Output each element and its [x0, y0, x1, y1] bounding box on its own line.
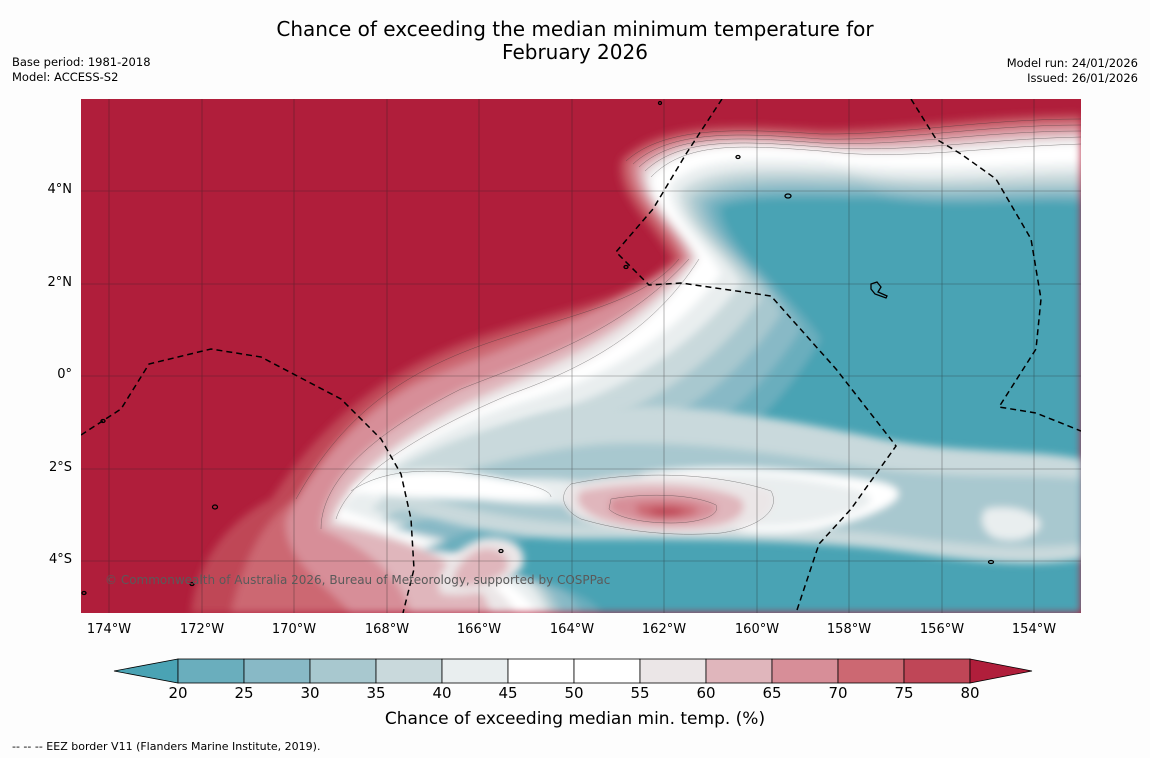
lat-label: 4°N [47, 182, 73, 197]
islands [81, 100, 995, 596]
lon-label: 156°W [919, 622, 965, 637]
lat-label: 2°S [48, 460, 72, 475]
colorbar-label: Chance of exceeding median min. temp. (%… [384, 709, 766, 729]
colorbar-tick: 70 [828, 684, 848, 702]
colorbar-segment [243, 658, 311, 684]
colorbar-tick: 25 [234, 684, 254, 702]
model-name: Model: ACCESS-S2 [12, 70, 119, 84]
lat-label: 0° [57, 367, 72, 382]
lon-label: 174°W [86, 622, 132, 637]
colorbar-tick: 20 [168, 684, 188, 702]
eez-legend: -- -- -- EEZ border V11 (Flanders Marine… [12, 740, 321, 753]
colorbar-segment [903, 658, 971, 684]
lon-label: 162°W [641, 622, 687, 637]
colorbar-tick: 40 [432, 684, 452, 702]
colorbar-segment [177, 658, 245, 684]
colorbar-segment [771, 658, 839, 684]
model-run: Model run: 24/01/2026 [1006, 56, 1138, 70]
map-title: Chance of exceeding the median minimum t… [0, 18, 1150, 64]
lat-label: 4°S [48, 552, 72, 567]
colorbar-tick: 45 [498, 684, 518, 702]
lon-label: 168°W [364, 622, 410, 637]
colorbar-tick: 65 [762, 684, 782, 702]
forecast-map [81, 99, 1081, 613]
lon-label: 172°W [179, 622, 225, 637]
graticule [81, 99, 1081, 613]
colorbar-segment [837, 658, 905, 684]
colorbar-tick: 50 [564, 684, 584, 702]
colorbar-segment [705, 658, 773, 684]
meta-left: Base period: 1981-2018 Model: ACCESS-S2 [12, 55, 151, 85]
colorbar-tick: 35 [366, 684, 386, 702]
colorbar-segment [639, 658, 707, 684]
colorbar [113, 658, 1033, 684]
equatorial-band [351, 406, 1081, 596]
colorbar-segment [573, 658, 641, 684]
colorbar-segment [507, 658, 575, 684]
meta-right: Model run: 24/01/2026 Issued: 26/01/2026 [1007, 56, 1138, 86]
lon-label: 164°W [549, 622, 595, 637]
colorbar-segment [375, 658, 443, 684]
title-line-1: Chance of exceeding the median minimum t… [276, 17, 874, 41]
colorbar-segment [441, 658, 509, 684]
lat-label: 2°N [47, 275, 73, 290]
contour-lines [295, 118, 1081, 535]
colorbar-segment [969, 658, 1033, 684]
colorbar-tick: 55 [630, 684, 650, 702]
lon-label: 170°W [271, 622, 317, 637]
copyright-notice: © Commonwealth of Australia 2026, Bureau… [105, 573, 611, 587]
colorbar-tick: 30 [300, 684, 320, 702]
colorbar-segment [113, 658, 179, 684]
issued-date: Issued: 26/01/2026 [1027, 71, 1138, 85]
title-line-2: February 2026 [502, 40, 648, 64]
lon-label: 158°W [826, 622, 872, 637]
lon-label: 160°W [734, 622, 780, 637]
eez-borders [81, 99, 1081, 613]
colorbar-tick: 75 [894, 684, 914, 702]
colorbar-segment [309, 658, 377, 684]
colorbar-tick: 80 [960, 684, 980, 702]
lon-label: 154°W [1011, 622, 1057, 637]
lon-label: 166°W [456, 622, 502, 637]
base-period: Base period: 1981-2018 [12, 55, 151, 69]
colorbar-tick: 60 [696, 684, 716, 702]
